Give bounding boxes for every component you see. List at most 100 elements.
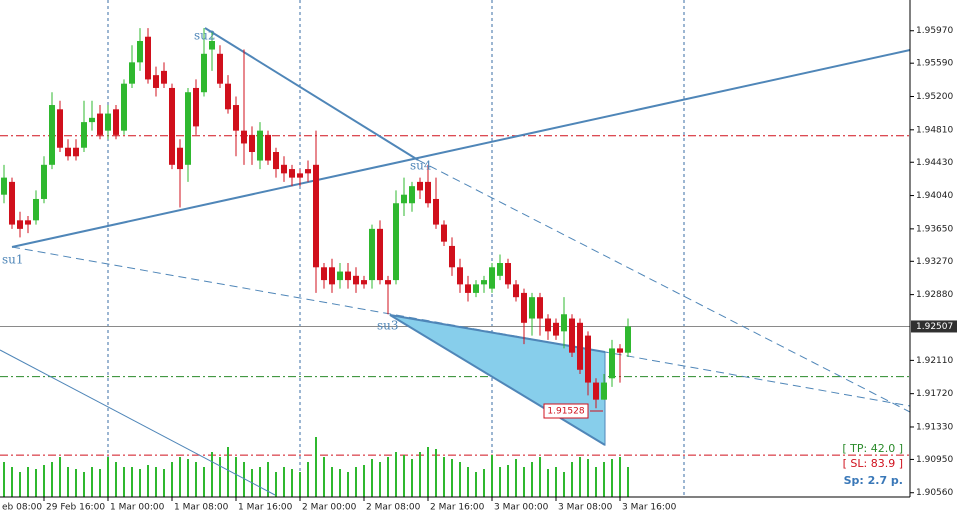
price-label-box — [543, 403, 589, 419]
candle-body — [585, 335, 591, 383]
volume-layer — [3, 437, 629, 497]
candle-body — [233, 105, 239, 131]
candle-body — [481, 280, 487, 285]
candle-body — [529, 297, 535, 319]
candle-body — [265, 134, 271, 161]
candle-body — [361, 280, 367, 285]
x-tick-label: 3 Mar 08:00 — [558, 503, 613, 513]
candle-body — [217, 53, 223, 84]
candle-body — [241, 130, 247, 144]
candle-body — [353, 275, 359, 285]
x-tick-label: 2 Mar 00:00 — [302, 503, 357, 513]
candle-body — [249, 134, 255, 153]
candle-body — [41, 164, 47, 199]
candle-body — [409, 186, 415, 204]
candle-body — [257, 130, 263, 161]
x-tick-label: 1 Mar 08:00 — [174, 503, 229, 513]
y-tick-label: 1.90950 — [916, 455, 953, 465]
y-tick-label: 1.90560 — [916, 488, 953, 498]
candle-body — [225, 83, 231, 110]
candle-body — [369, 228, 375, 281]
trend-line — [417, 159, 911, 413]
y-tick-label: 1.93650 — [916, 224, 953, 234]
y-tick-label: 1.95200 — [916, 92, 953, 102]
y-tick-label: 1.95590 — [916, 59, 953, 69]
candle-body — [89, 117, 95, 123]
current-price-box — [911, 320, 957, 333]
candle-body — [105, 113, 111, 131]
candle-body — [569, 318, 575, 353]
candle-body — [417, 181, 423, 191]
y-tick-label: 1.91720 — [916, 389, 953, 399]
candle-body — [33, 198, 39, 221]
y-tick-label: 1.94810 — [916, 125, 953, 135]
trend-line — [11, 246, 911, 407]
object-label: su2 — [194, 29, 216, 43]
candles — [1, 28, 631, 409]
candle-body — [121, 83, 127, 131]
object-label: su4 — [410, 159, 432, 173]
object-label: su3 — [377, 319, 399, 333]
candle-body — [65, 147, 71, 157]
candle-body — [81, 122, 87, 148]
x-tick-label: 29 Feb 16:00 — [46, 503, 105, 513]
candle-body — [1, 177, 7, 195]
candle-body — [145, 36, 151, 80]
candle-body — [177, 147, 183, 170]
y-tick-label: 1.94040 — [916, 191, 953, 201]
spread-label: Sp: 2.7 p. — [844, 474, 903, 487]
candle-body — [377, 228, 383, 281]
candle-body — [441, 224, 447, 242]
candle-body — [473, 284, 479, 293]
x-tick-label: 2 Mar 08:00 — [366, 503, 421, 513]
candle-body — [129, 62, 135, 84]
candle-body — [385, 280, 391, 285]
candle-body — [329, 267, 335, 285]
x-tick-label: eb 08:00 — [2, 503, 42, 513]
candle-body — [545, 318, 551, 332]
candle-body — [97, 113, 103, 135]
object-label: su1 — [2, 253, 24, 267]
y-tick-label: 1.94430 — [916, 158, 953, 168]
candle-body — [505, 263, 511, 285]
candle-body — [393, 203, 399, 281]
candle-body — [305, 169, 311, 174]
candle-body — [617, 348, 623, 353]
candle-body — [209, 40, 215, 50]
x-tick-label: 1 Mar 16:00 — [238, 503, 293, 513]
candle-body — [513, 284, 519, 298]
axes: 1.95970 1.95590 1.95200 1.94810 1.94430 1.940… — [2, 26, 957, 513]
price-label: 1.91528 — [547, 407, 584, 417]
x-tick-label: 3 Mar 00:00 — [494, 503, 549, 513]
candle-body — [433, 198, 439, 225]
candle-body — [401, 194, 407, 204]
candle-body — [577, 322, 583, 370]
candle-body — [593, 382, 599, 400]
candle-body — [561, 314, 567, 332]
candle-body — [169, 87, 175, 165]
candle-body — [57, 109, 63, 148]
trend-line — [389, 314, 606, 446]
current-price-label: 1.92507 — [916, 322, 953, 332]
y-tick-label: 1.92880 — [916, 290, 953, 300]
candle-body — [193, 87, 199, 127]
candle-body — [553, 322, 559, 336]
candle-body — [489, 267, 495, 289]
trend-line — [204, 27, 419, 161]
candle-body — [337, 271, 343, 281]
candle-body — [25, 220, 31, 225]
candle-body — [49, 105, 55, 165]
candle-body — [281, 164, 287, 174]
y-tick-label: 1.93270 — [916, 257, 953, 267]
candle-body — [17, 220, 23, 229]
trend-line — [11, 49, 911, 248]
candle-body — [521, 292, 527, 323]
x-tick-label: 3 Mar 16:00 — [622, 503, 677, 513]
candle-body — [201, 53, 207, 93]
tp-label: [ TP: 42.0 ] — [842, 442, 903, 455]
candle-body — [9, 181, 15, 225]
candle-body — [273, 152, 279, 170]
candle-body — [73, 147, 79, 157]
